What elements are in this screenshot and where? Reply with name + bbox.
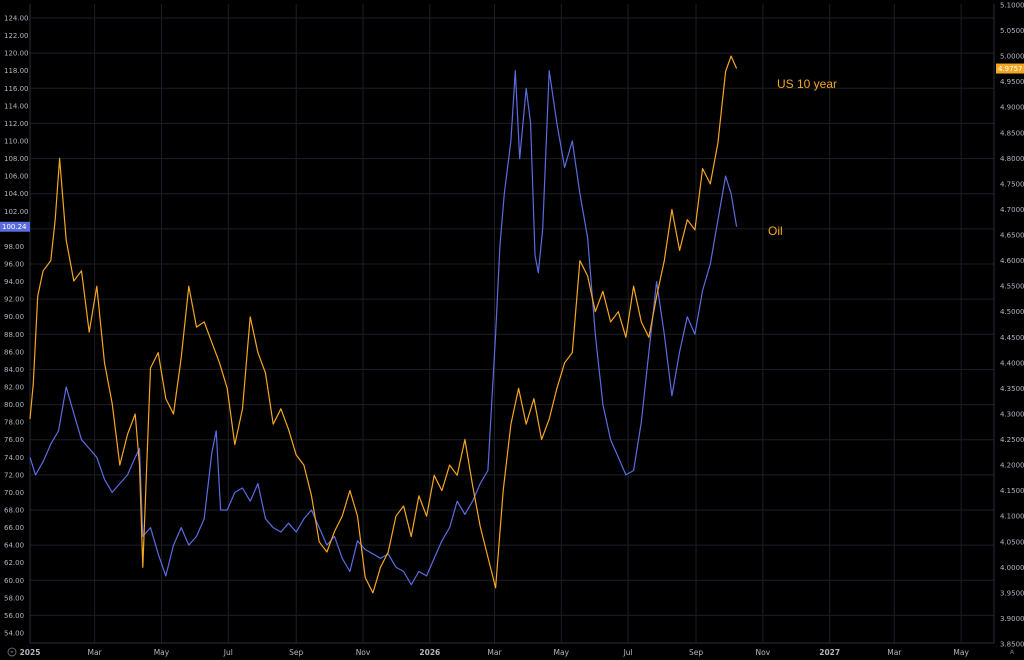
plot-area[interactable] (29, 55, 738, 594)
right-tick-label: 4.4500 (1000, 334, 1024, 342)
right-tick-label: 4.2000 (1000, 462, 1024, 470)
right-tick-label: 4.0000 (1000, 564, 1024, 572)
left-tick-label: 124.00 (4, 15, 29, 23)
left-tick-label: 78.00 (4, 419, 24, 427)
right-tick-label: 4.9000 (1000, 104, 1024, 112)
time-tick-label: Sep (689, 648, 703, 657)
left-tick-label: 118.00 (4, 67, 29, 75)
left-tick-label: 60.00 (4, 577, 24, 585)
right-tick-label: 4.8500 (1000, 129, 1024, 137)
time-tick-label: May (953, 648, 969, 657)
right-tick-label: 4.2500 (1000, 436, 1024, 444)
series-label-us-10-year: US 10 year (777, 77, 837, 91)
series-line-oil[interactable] (29, 70, 738, 586)
series-label-oil: Oil (768, 224, 783, 238)
right-tick-label: 4.7000 (1000, 206, 1024, 214)
left-tick-label: 112.00 (4, 120, 29, 128)
chart-grid (29, 4, 994, 643)
left-tick-label: 90.00 (4, 313, 24, 321)
left-tick-label: 104.00 (4, 190, 29, 198)
left-tick-label: 58.00 (4, 594, 24, 602)
time-tick-label: Jul (623, 648, 633, 657)
last-value-text-us-10-year: 4.9757 (998, 65, 1023, 73)
right-tick-label: 4.5500 (1000, 283, 1024, 291)
auto-scale-icon: A (1010, 649, 1015, 656)
left-tick-label: 66.00 (4, 524, 24, 532)
right-tick-label: 4.6500 (1000, 232, 1024, 240)
time-tick-label: Mar (887, 648, 902, 657)
left-tick-label: 64.00 (4, 542, 24, 550)
time-axis[interactable]: 2025 Mar May Jul Sep Nov 2026 Mar May Jul Sep Nov 20… (20, 642, 994, 657)
left-tick-label: 70.00 (4, 489, 24, 497)
left-tick-label: 76.00 (4, 436, 24, 444)
left-tick-label: 86.00 (4, 348, 24, 356)
time-tick-label: 2025 (20, 648, 41, 657)
right-tick-label: 4.1500 (1000, 487, 1024, 495)
right-tick-label: 4.3500 (1000, 385, 1024, 393)
left-tick-label: 102.00 (4, 208, 29, 216)
right-tick-label: 5.1000 (1000, 2, 1024, 10)
time-tick-label: May (154, 648, 170, 657)
right-tick-label: 3.9500 (1000, 589, 1024, 597)
right-tick-label: 3.9000 (1000, 615, 1024, 623)
left-tick-label: 56.00 (4, 612, 24, 620)
left-tick-label: 62.00 (4, 559, 24, 567)
right-tick-label: 4.9500 (1000, 78, 1024, 86)
left-tick-label: 94.00 (4, 278, 24, 286)
right-tick-label: 4.5000 (1000, 308, 1024, 316)
right-tick-label: 4.4000 (1000, 359, 1024, 367)
left-price-axis[interactable]: 54.00 56.00 58.00 60.00 62.00 64.00 66.00 68.00… (4, 4, 31, 643)
left-tick-label: 122.00 (4, 32, 29, 40)
left-tick-label: 72.00 (4, 471, 24, 479)
time-zone-button[interactable]: ⌖ (7, 647, 17, 657)
time-tick-label: Mar (88, 648, 103, 657)
left-tick-label: 68.00 (4, 507, 24, 515)
time-tick-label: 2027 (819, 648, 840, 657)
right-price-axis[interactable]: 3.8500 3.9000 3.9500 4.0000 4.0500 4.1000 4.15… (993, 2, 1024, 649)
right-tick-label: 4.8000 (1000, 155, 1024, 163)
right-tick-label: 4.0500 (1000, 538, 1024, 546)
globe-icon: ⌖ (10, 649, 14, 656)
last-value-tags: 100.24 4.9757 (0, 63, 1024, 232)
left-tick-label: 116.00 (4, 85, 29, 93)
auto-scale-button[interactable]: A (1010, 649, 1015, 656)
left-tick-label: 74.00 (4, 454, 24, 462)
time-tick-label: Nov (356, 648, 371, 657)
left-tick-label: 106.00 (4, 173, 29, 181)
left-tick-label: 84.00 (4, 366, 24, 374)
last-value-tag-us-10-year (996, 63, 1024, 74)
left-tick-label: 82.00 (4, 384, 24, 392)
left-tick-label: 54.00 (4, 630, 24, 638)
right-tick-label: 4.1000 (1000, 513, 1024, 521)
series-labels: US 10 year Oil (768, 77, 837, 238)
time-tick-label: Mar (487, 648, 502, 657)
right-tick-label: 5.0000 (1000, 53, 1024, 61)
right-tick-label: 4.7500 (1000, 180, 1024, 188)
right-tick-label: 3.8500 (1000, 641, 1024, 649)
time-tick-label: Jul (223, 648, 233, 657)
left-tick-label: 80.00 (4, 401, 24, 409)
left-tick-label: 92.00 (4, 296, 24, 304)
left-tick-label: 98.00 (4, 243, 24, 251)
left-tick-label: 114.00 (4, 102, 29, 110)
right-tick-label: 5.0500 (1000, 27, 1024, 35)
time-tick-label: May (554, 648, 570, 657)
left-tick-label: 88.00 (4, 331, 24, 339)
left-tick-label: 110.00 (4, 138, 29, 146)
time-tick-label: Nov (756, 648, 771, 657)
left-tick-label: 108.00 (4, 155, 29, 163)
time-tick-label: 2026 (419, 648, 440, 657)
last-value-text-oil: 100.24 (2, 223, 27, 231)
last-value-tag-oil (0, 221, 30, 232)
time-tick-label: Sep (289, 648, 303, 657)
right-tick-label: 4.3000 (1000, 410, 1024, 418)
left-tick-label: 120.00 (4, 50, 29, 58)
left-tick-label: 96.00 (4, 261, 24, 269)
series-line-us-10-year[interactable] (29, 55, 738, 594)
right-tick-label: 4.6000 (1000, 257, 1024, 265)
